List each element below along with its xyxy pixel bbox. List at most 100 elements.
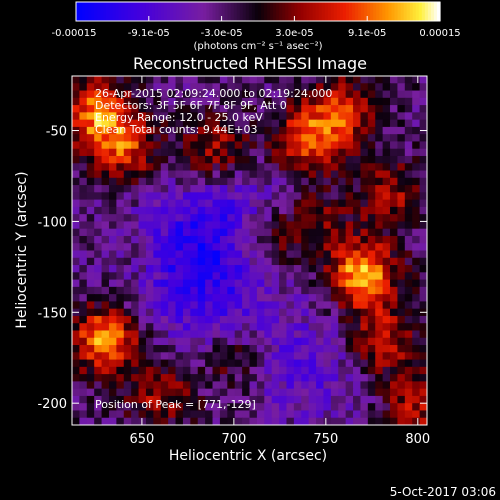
heatmap-cell: [271, 410, 280, 419]
heatmap-cell: [234, 315, 243, 324]
heatmap-cell: [160, 148, 169, 157]
colorbar-cell: [254, 2, 259, 21]
heatmap-cell: [153, 192, 162, 201]
heatmap-cell: [375, 199, 384, 208]
heatmap-cell: [353, 214, 361, 222]
heatmap-cell: [316, 134, 324, 142]
heatmap-cell: [175, 134, 184, 142]
heatmap-cell: [279, 199, 287, 208]
colorbar-cell: [227, 2, 232, 21]
heatmap-cell: [249, 199, 258, 208]
heatmap-cell: [397, 76, 406, 84]
heatmap-cell: [330, 97, 339, 106]
heatmap-cell: [264, 374, 273, 382]
heatmap-cell: [330, 417, 339, 426]
heatmap-cell: [86, 126, 95, 135]
heatmap-cell: [397, 112, 406, 121]
heatmap-cell: [293, 177, 302, 186]
heatmap-cell: [131, 185, 140, 193]
heatmap-cell: [345, 286, 354, 295]
heatmap-cell: [197, 410, 206, 419]
heatmap-cell: [227, 235, 236, 244]
heatmap-cell: [86, 76, 95, 84]
heatmap-cell: [153, 235, 162, 244]
heatmap-cell: [382, 417, 391, 426]
heatmap-cell: [175, 206, 184, 215]
heatmap-cell: [390, 337, 398, 346]
heatmap-cell: [160, 221, 169, 230]
heatmap-cell: [264, 76, 273, 84]
heatmap-cell: [175, 294, 184, 302]
heatmap-cell: [94, 279, 103, 288]
heatmap-cell: [131, 105, 140, 113]
heatmap-cell: [338, 417, 347, 426]
heatmap-cell: [397, 185, 406, 193]
heatmap-cell: [227, 345, 236, 353]
heatmap-cell: [316, 308, 324, 317]
heatmap-cell: [86, 374, 95, 382]
heatmap-cell: [256, 315, 265, 324]
heatmap-cell: [175, 352, 184, 361]
heatmap-cell: [212, 185, 221, 193]
heatmap-cell: [72, 286, 80, 295]
heatmap-cell: [79, 374, 88, 382]
heatmap-cell: [160, 83, 169, 92]
heatmap-cell: [323, 228, 332, 237]
heatmap-cell: [197, 337, 206, 346]
heatmap-cell: [404, 279, 413, 288]
heatmap-cell: [175, 228, 184, 237]
heatmap-cell: [168, 337, 177, 346]
heatmap-cell: [190, 352, 199, 361]
heatmap-cell: [338, 163, 347, 172]
heatmap-cell: [182, 352, 191, 361]
heatmap-cell: [131, 366, 140, 375]
heatmap-cell: [108, 410, 117, 419]
heatmap-cell: [153, 250, 162, 259]
heatmap-cell: [86, 265, 95, 273]
heatmap-cell: [397, 337, 406, 346]
heatmap-cell: [175, 170, 184, 179]
colorbar-cell: [218, 2, 223, 21]
heatmap-cell: [190, 192, 199, 201]
heatmap-cell: [197, 97, 206, 106]
heatmap-cell: [382, 265, 391, 273]
heatmap-cell: [264, 323, 273, 331]
heatmap-cell: [360, 155, 369, 164]
heatmap-cell: [330, 243, 339, 251]
heatmap-cell: [153, 221, 162, 230]
heatmap-cell: [249, 97, 258, 106]
heatmap-cell: [353, 170, 361, 179]
heatmap-cell: [293, 250, 302, 259]
chart-title: Reconstructed RHESSI Image: [133, 54, 367, 73]
heatmap-cell: [367, 177, 376, 186]
heatmap-cell: [330, 134, 339, 142]
heatmap-cell: [79, 177, 88, 186]
heatmap-cell: [375, 301, 384, 310]
heatmap-cell: [419, 374, 428, 382]
heatmap-cell: [404, 206, 413, 215]
heatmap-cell: [308, 192, 317, 201]
heatmap-cell: [168, 141, 177, 150]
heatmap-cell: [116, 323, 125, 331]
heatmap-cell: [308, 301, 317, 310]
heatmap-cell: [316, 163, 324, 172]
heatmap-cell: [190, 410, 199, 419]
colorbar-cell: [436, 2, 441, 21]
heatmap-cell: [197, 388, 206, 397]
heatmap-cell: [227, 279, 236, 288]
heatmap-cell: [412, 214, 421, 222]
heatmap-cell: [264, 163, 273, 172]
heatmap-cell: [271, 97, 280, 106]
heatmap-cell: [308, 279, 317, 288]
heatmap-cell: [72, 294, 80, 302]
heatmap-cell: [205, 417, 214, 426]
heatmap-cell: [108, 257, 117, 266]
heatmap-cell: [160, 76, 169, 84]
heatmap-cell: [108, 352, 117, 361]
colorbar-cell: [421, 2, 426, 21]
heatmap-cell: [131, 272, 140, 281]
heatmap-cell: [271, 257, 280, 266]
colorbar-cell: [273, 2, 277, 21]
heatmap-cell: [353, 235, 361, 244]
colorbar-cell: [324, 2, 329, 21]
